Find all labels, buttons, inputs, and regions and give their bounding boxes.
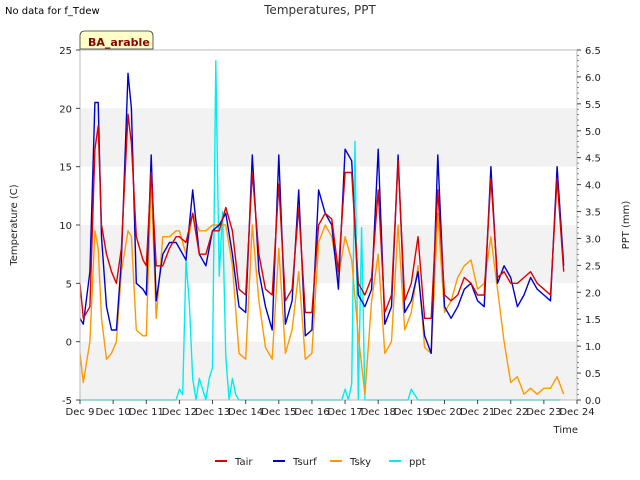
y-tick-label: 5 — [66, 279, 72, 290]
y2-tick-label: 5.0 — [585, 127, 601, 138]
y2-tick-label: 1.0 — [585, 342, 601, 353]
y-tick-label: 15 — [59, 163, 72, 174]
y-tick-label: 25 — [59, 46, 72, 57]
grid-band — [80, 341, 577, 400]
site-label: BA_arable — [88, 36, 150, 49]
x-tick-label: Dec 18 — [361, 407, 396, 418]
y2-tick-label: 0.5 — [585, 369, 601, 380]
y2-tick-label: 6.5 — [585, 46, 601, 57]
x-tick-label: Dec 21 — [460, 407, 495, 418]
x-tick-label: Dec 12 — [162, 407, 197, 418]
legend-label-ppt: ppt — [409, 457, 426, 468]
y2-axis-label: PPT (mm) — [621, 201, 632, 250]
x-tick-label: Dec 16 — [294, 407, 329, 418]
legend-label-tair: Tair — [234, 457, 253, 468]
x-tick-label: Dec 24 — [559, 407, 594, 418]
y2-axis-ticks: 0.0 0.5 1.0 1.5 2.0 2.5 3.0 3.5 4.0 4.5 5.0 5.5 6.0 6… — [577, 46, 601, 407]
series-line-tsurf — [79, 72, 565, 354]
legend: Tair Tsurf Tsky ppt — [215, 457, 426, 468]
x-tick-label: Dec 15 — [261, 407, 296, 418]
x-tick-label: Dec 14 — [228, 407, 263, 418]
y2-tick-label: 2.5 — [585, 261, 601, 272]
y2-tick-label: 1.5 — [585, 315, 601, 326]
no-data-note: No data for f_Tdew — [5, 6, 100, 17]
y2-tick-label: 3.0 — [585, 234, 601, 245]
y2-tick-label: 4.0 — [585, 181, 601, 192]
legend-label-tsky: Tsky — [349, 457, 371, 468]
legend-label-tsurf: Tsurf — [292, 457, 317, 468]
y2-tick-label: 3.5 — [585, 208, 601, 219]
y2-tick-label: 4.5 — [585, 154, 601, 165]
x-tick-label: Dec 20 — [427, 407, 462, 418]
x-tick-label: Dec 11 — [129, 407, 164, 418]
y-tick-label: 10 — [59, 221, 72, 232]
x-tick-label: Dec 23 — [526, 407, 561, 418]
site-label-box: BA_arable — [79, 30, 154, 50]
y2-tick-label: 0.0 — [585, 396, 601, 407]
y2-tick-label: 2.0 — [585, 288, 601, 299]
y-axis-label: Temperature (C) — [9, 184, 20, 266]
y-tick-label: 0 — [66, 338, 72, 349]
y-tick-label: -5 — [62, 396, 72, 407]
x-tick-label: Dec 22 — [493, 407, 528, 418]
y-tick-label: 20 — [59, 104, 72, 115]
y-axis-ticks: -5 0 5 10 15 20 25 — [59, 46, 80, 407]
y2-tick-label: 5.5 — [585, 100, 601, 111]
grid-band — [80, 108, 577, 167]
y2-tick-label: 6.0 — [585, 73, 601, 84]
x-tick-label: Dec 17 — [327, 407, 362, 418]
series-line-tsky — [79, 177, 565, 395]
chart-title: Temperatures, PPT — [264, 3, 376, 17]
x-tick-label: Dec 10 — [96, 407, 131, 418]
x-tick-label: Dec 19 — [394, 407, 429, 418]
series-line-tair — [79, 113, 565, 319]
x-axis-label: Time — [553, 425, 578, 436]
x-tick-label: Dec 9 — [66, 407, 95, 418]
x-tick-label: Dec 13 — [195, 407, 230, 418]
